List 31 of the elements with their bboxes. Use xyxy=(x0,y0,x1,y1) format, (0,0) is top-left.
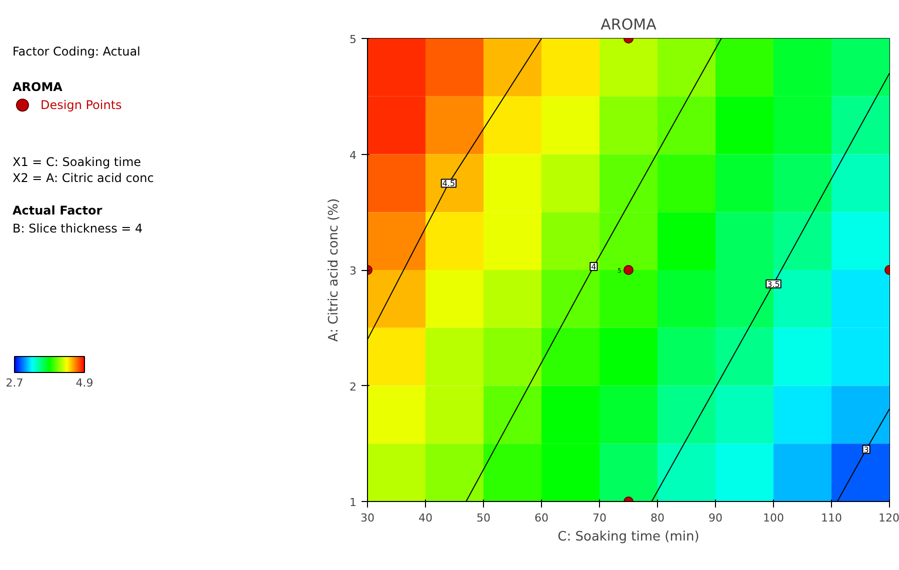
x-tick-label: 60 xyxy=(534,512,548,524)
x-tick-label: 70 xyxy=(592,512,606,524)
y-tick-label: 3 xyxy=(350,264,356,278)
x-tick-label: 50 xyxy=(476,512,490,524)
text: B: Slice thickness = 4 xyxy=(12,222,143,236)
x-tick-label: 120 xyxy=(878,512,899,524)
y-tick-label: 5 xyxy=(350,33,356,46)
x-axis-title: C: Soaking time (min) xyxy=(558,530,700,544)
text: X1 = C: Soaking time xyxy=(12,154,142,169)
text: Factor Coding: Actual xyxy=(12,44,140,58)
y-axis-title: A: Citric acid conc (%) xyxy=(326,198,342,342)
x-tick-label: 110 xyxy=(821,512,842,524)
text: Actual Factor xyxy=(12,204,102,218)
legend-label: Design Points xyxy=(40,98,122,112)
y-tick-label: 4 xyxy=(350,148,356,162)
legend-title: AROMA xyxy=(12,80,64,94)
color-bar-label: 4.9 xyxy=(76,376,94,390)
text: X2 = A: Citric acid conc xyxy=(12,171,154,186)
point xyxy=(624,265,634,275)
x-tick-label: 100 xyxy=(763,512,784,524)
color-bar-label: 2.7 xyxy=(6,376,24,390)
series-label: 4.5 xyxy=(442,179,456,188)
x-tick-label: 80 xyxy=(650,512,664,524)
series-label: 4 xyxy=(591,262,596,272)
series-label: 3 xyxy=(864,445,869,454)
x-tick-label: 90 xyxy=(708,512,722,524)
x-tick-label: 30 xyxy=(360,512,374,524)
x-tick-label: 40 xyxy=(418,512,432,524)
y-tick-label: 1 xyxy=(350,496,356,509)
y-tick-label: 2 xyxy=(350,380,356,394)
chart-title: AROMA xyxy=(600,16,658,34)
